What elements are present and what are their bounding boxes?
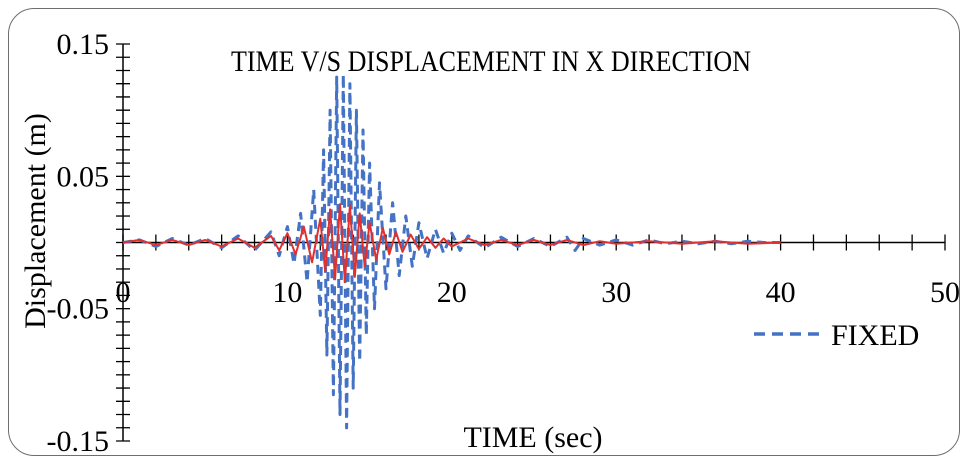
x-tick-label: 10 xyxy=(272,276,302,309)
x-axis-label: TIME (sec) xyxy=(463,421,602,454)
y-tick-labels: 0.15 0.05 -0.05 -0.15 xyxy=(47,28,110,456)
x-tick-label: 20 xyxy=(437,276,467,309)
series-2-line xyxy=(122,203,781,284)
y-axis-label: Displacement (m) xyxy=(19,113,52,329)
x-tick-label: 50 xyxy=(930,276,960,309)
series-layer xyxy=(122,72,781,430)
x-tick-label: 40 xyxy=(766,276,796,309)
x-tick-label: 30 xyxy=(601,276,631,309)
x-tick-labels: 0 10 20 30 40 50 xyxy=(116,276,960,309)
y-tick-label: 0.15 xyxy=(57,28,110,61)
displacement-chart: 0 10 20 30 40 50 0.15 0.05 -0.05 -0.15 TIME V/S … xyxy=(19,28,960,456)
chart-title: TIME V/S DISPLACEMENT IN X DIRECTION xyxy=(231,45,751,78)
y-tick-label: -0.05 xyxy=(47,293,110,326)
chart-frame: 0 10 20 30 40 50 0.15 0.05 -0.05 -0.15 TIME V/S … xyxy=(8,8,960,456)
legend: FIXED xyxy=(754,319,919,352)
x-tick-label: 0 xyxy=(116,276,131,309)
y-tick-label: -0.15 xyxy=(47,425,110,456)
series-fixed-line xyxy=(122,72,781,430)
legend-fixed-label: FIXED xyxy=(831,319,919,352)
y-tick-label: 0.05 xyxy=(57,160,110,193)
